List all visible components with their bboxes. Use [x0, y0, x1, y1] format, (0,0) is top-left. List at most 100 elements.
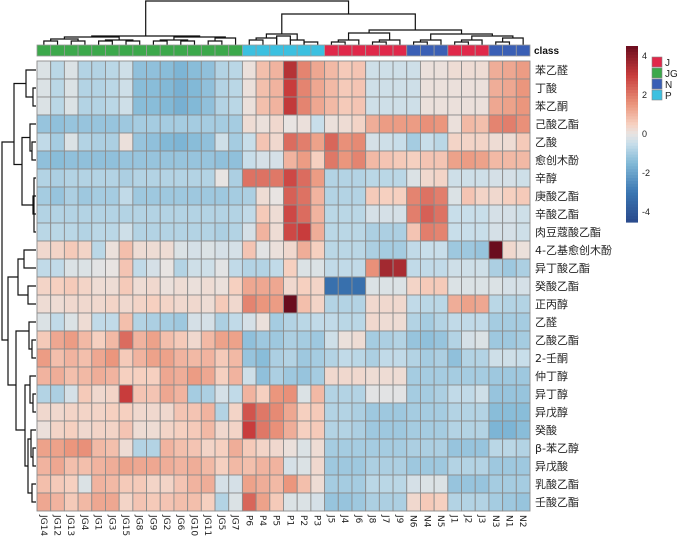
- heatmap-cell: [406, 258, 421, 278]
- heatmap-cell: [433, 78, 449, 98]
- heatmap-cell: [146, 114, 161, 134]
- heatmap-cell: [146, 132, 161, 152]
- column-label: JG10: [188, 514, 198, 536]
- heatmap-cell: [474, 276, 490, 296]
- heatmap-cell: [378, 456, 394, 476]
- colorbar-segment: [626, 195, 638, 200]
- heatmap-cell: [324, 60, 339, 80]
- heatmap-cell: [63, 330, 79, 350]
- class-cell-J3: [474, 44, 490, 57]
- heatmap-cell: [392, 492, 408, 512]
- heatmap-cell: [474, 312, 490, 332]
- heatmap-cell: [351, 420, 367, 440]
- column-label: J6: [353, 514, 363, 524]
- heatmap-cell: [447, 474, 462, 494]
- heatmap-cell: [502, 132, 517, 152]
- heatmap-cell: [241, 348, 257, 368]
- heatmap-cell: [241, 204, 257, 224]
- heatmap-cell: [461, 420, 476, 440]
- heatmap-cell: [433, 420, 449, 440]
- heatmap-cell: [324, 96, 339, 116]
- heatmap-cell: [241, 168, 257, 188]
- heatmap-cell: [474, 222, 490, 242]
- dendrogram-branch: [21, 136, 31, 206]
- heatmap-cell: [337, 258, 353, 278]
- dendrogram-branch: [70, 40, 86, 45]
- heatmap-cell: [91, 168, 106, 188]
- heatmap-cell: [105, 492, 120, 512]
- heatmap-cell: [200, 420, 216, 440]
- heatmap-cell: [50, 186, 65, 206]
- heatmap-cell: [36, 456, 52, 476]
- heatmap-cell: [515, 204, 531, 224]
- dendrogram-branch: [30, 429, 36, 458]
- heatmap-cell: [488, 276, 504, 296]
- heatmap-cell: [406, 114, 421, 134]
- heatmap-cell: [132, 114, 148, 134]
- heatmap-cell: [105, 366, 120, 386]
- heatmap-cell: [474, 402, 490, 422]
- row-label: 异戊酸: [535, 459, 568, 473]
- heatmap-cell: [351, 258, 367, 278]
- heatmap-cell: [50, 96, 65, 116]
- heatmap-cell: [105, 78, 120, 98]
- heatmap-cell: [118, 150, 134, 170]
- heatmap-cell: [351, 114, 367, 134]
- column-label: N6: [408, 515, 418, 528]
- heatmap-cell: [324, 330, 339, 350]
- heatmap-cell: [255, 150, 271, 170]
- colorbar-segment: [626, 166, 638, 170]
- heatmap-cell: [283, 456, 298, 476]
- colorbar-segment: [626, 198, 638, 203]
- heatmap-cell: [392, 330, 408, 350]
- column-label: JG11: [202, 514, 212, 536]
- dendrogram-branch: [371, 41, 387, 45]
- heatmap-cell: [173, 366, 189, 386]
- heatmap-cell: [118, 312, 134, 332]
- heatmap-cell: [296, 474, 312, 494]
- heatmap-cell: [132, 78, 148, 98]
- heatmap-cell: [392, 276, 408, 296]
- heatmap-cell: [77, 366, 93, 386]
- heatmap-cell: [419, 456, 435, 476]
- heatmap-cell: [118, 330, 134, 350]
- heatmap-cell: [50, 330, 65, 350]
- heatmap-cell: [419, 222, 435, 242]
- heatmap-cell: [50, 276, 65, 296]
- heatmap-cell: [515, 492, 531, 512]
- heatmap-cell: [502, 330, 517, 350]
- heatmap-cell: [200, 96, 216, 116]
- heatmap-cell: [255, 438, 271, 458]
- heatmap-cell: [488, 60, 504, 80]
- heatmap-cell: [173, 492, 189, 512]
- heatmap-cell: [324, 78, 339, 98]
- heatmap-cell: [488, 366, 504, 386]
- heatmap-cell: [63, 78, 79, 98]
- heatmap-cell: [337, 294, 353, 314]
- colorbar-segment: [626, 142, 638, 147]
- heatmap-cell: [296, 276, 312, 296]
- heatmap-cell: [36, 294, 52, 314]
- heatmap-cell: [241, 456, 257, 476]
- heatmap-cell: [515, 96, 531, 116]
- heatmap-cell: [378, 312, 394, 332]
- dendrogram-branch: [31, 141, 36, 161]
- heatmap-cell: [187, 114, 202, 134]
- heatmap-cell: [214, 456, 230, 476]
- heatmap-cell: [433, 60, 449, 80]
- heatmap-cell: [310, 348, 326, 368]
- heatmap-cell: [515, 366, 531, 386]
- heatmap-cell: [255, 204, 271, 224]
- heatmap-cell: [214, 150, 230, 170]
- heatmap-cell: [378, 474, 394, 494]
- heatmap-cell: [406, 348, 421, 368]
- heatmap-cell: [105, 402, 120, 422]
- heatmap-cell: [200, 294, 216, 314]
- heatmap-cell: [159, 186, 175, 206]
- heatmap-cell: [378, 240, 394, 260]
- heatmap-cell: [419, 204, 435, 224]
- heatmap-cell: [378, 420, 394, 440]
- heatmap-cell: [310, 294, 326, 314]
- heatmap-cell: [365, 420, 380, 440]
- heatmap-cell: [173, 204, 189, 224]
